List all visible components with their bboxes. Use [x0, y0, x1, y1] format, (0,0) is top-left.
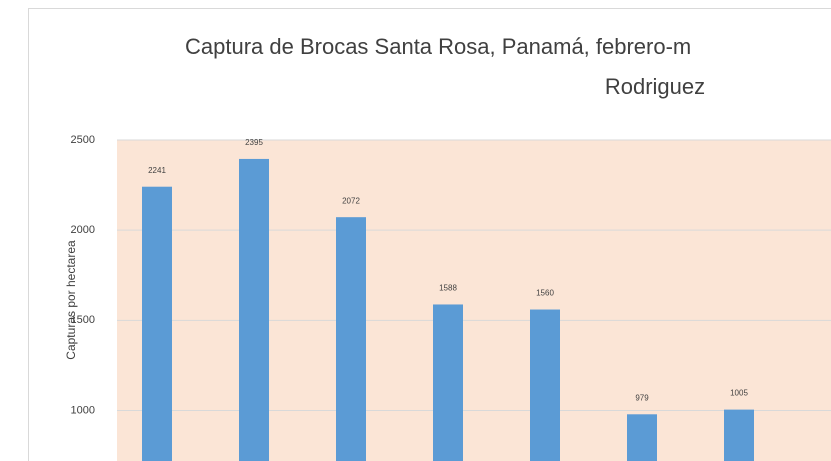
- bar: [336, 217, 366, 461]
- data-label: 979: [635, 393, 649, 402]
- data-label: 1560: [536, 289, 554, 298]
- bar: [627, 414, 657, 461]
- data-label: 2241: [148, 166, 166, 175]
- data-label: 2395: [245, 138, 263, 147]
- y-tick-label: 1000: [71, 404, 95, 416]
- chart-title: Captura de Brocas Santa Rosa, Panamá, fe…: [185, 34, 691, 59]
- y-tick-label: 2000: [71, 224, 95, 236]
- data-label: 1588: [439, 284, 457, 293]
- data-label: 2072: [342, 196, 360, 205]
- bar: [142, 186, 172, 461]
- bar: [239, 158, 269, 461]
- chart-title: Rodriguez: [605, 74, 705, 99]
- plot-area: [117, 139, 831, 461]
- y-axis-label: Capturas por hectarea: [64, 240, 78, 360]
- y-tick-label: 2500: [71, 134, 95, 146]
- bar: [433, 304, 463, 461]
- plot-background: [117, 140, 831, 461]
- y-tick-label: 1500: [71, 314, 95, 326]
- data-label: 1005: [730, 389, 748, 398]
- bar: [530, 309, 560, 461]
- bar: [724, 409, 754, 461]
